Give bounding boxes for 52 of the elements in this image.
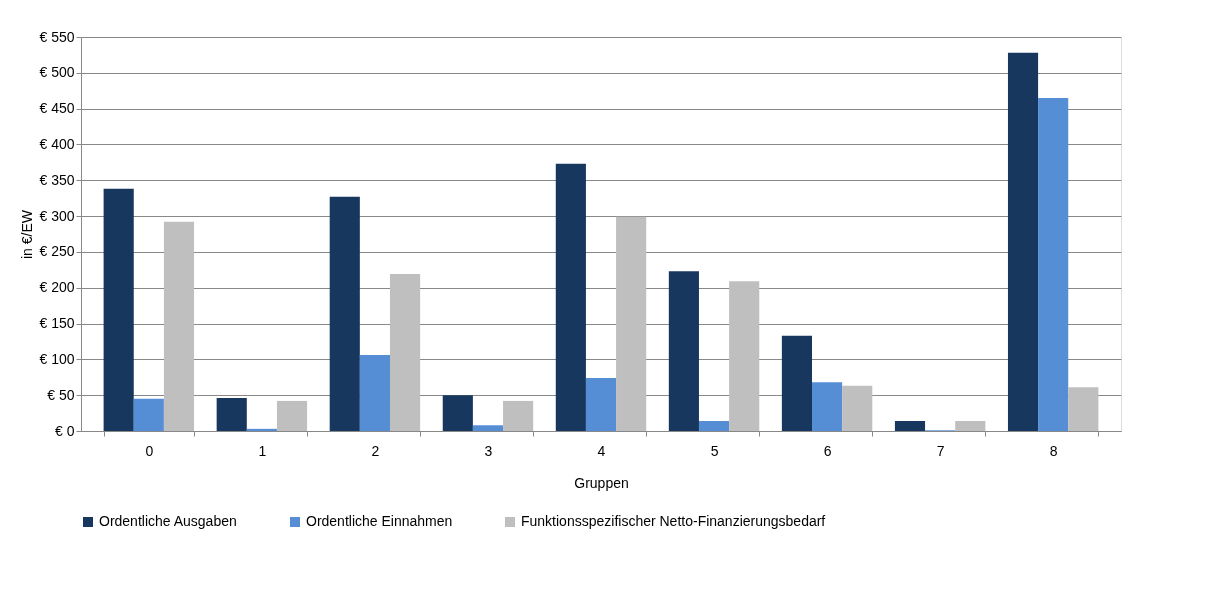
y-tick-label: € 350: [39, 171, 75, 188]
bar: [472, 425, 504, 431]
x-tick-label: 5: [710, 442, 719, 459]
bar: [668, 271, 699, 431]
y-tick-label: € 50: [47, 386, 75, 403]
x-tick-label: 0: [145, 442, 154, 459]
bar: [246, 428, 277, 431]
x-tick-label: 3: [484, 442, 493, 459]
x-tick-label: 1: [258, 442, 267, 459]
bar: [1038, 97, 1069, 431]
y-tick-label: € 150: [39, 315, 75, 332]
y-axis-title: in €/EW: [19, 209, 36, 260]
x-axis-title: Gruppen: [574, 474, 629, 491]
bar: [894, 420, 926, 431]
bar: [216, 398, 247, 431]
legend-label: Ordentliche Einnahmen: [306, 513, 453, 529]
x-tick-label: 8: [1049, 442, 1058, 459]
legend-label: Funktionsspezifischer Netto-Finanzierungsbedarf: [521, 513, 826, 529]
y-tick-label: € 450: [39, 100, 75, 117]
bar: [781, 335, 813, 431]
bar: [812, 382, 843, 431]
x-tick-label: 4: [597, 442, 606, 459]
bar: [389, 274, 421, 431]
bar: [1007, 52, 1039, 431]
bar: [133, 398, 164, 431]
y-tick-label: € 300: [39, 207, 75, 224]
y-tick-label: € 100: [39, 350, 75, 367]
bar: [955, 420, 986, 431]
bar: [442, 395, 473, 431]
y-tick-label: € 0: [55, 422, 75, 439]
x-tick-label: 2: [371, 442, 380, 459]
bar: [503, 400, 534, 431]
x-tick-label: 7: [936, 442, 945, 459]
y-tick-label: € 200: [39, 279, 75, 296]
bar: [555, 163, 586, 431]
bar: [698, 420, 730, 431]
y-tick-label: € 400: [39, 135, 75, 152]
bar: [163, 221, 195, 431]
bar: [1068, 387, 1099, 431]
bar: [103, 188, 134, 431]
bar: [842, 385, 873, 431]
bar: [616, 216, 647, 431]
bar: [276, 400, 308, 431]
y-tick-label: € 250: [39, 243, 75, 260]
y-tick-label: € 500: [39, 64, 75, 81]
y-tick-label: € 550: [39, 28, 75, 45]
bar: [359, 355, 390, 431]
bar: [585, 377, 617, 431]
legend-label: Ordentliche Ausgaben: [99, 513, 237, 529]
bar: [329, 196, 360, 431]
x-tick-label: 6: [823, 442, 832, 459]
bar: [729, 281, 760, 431]
